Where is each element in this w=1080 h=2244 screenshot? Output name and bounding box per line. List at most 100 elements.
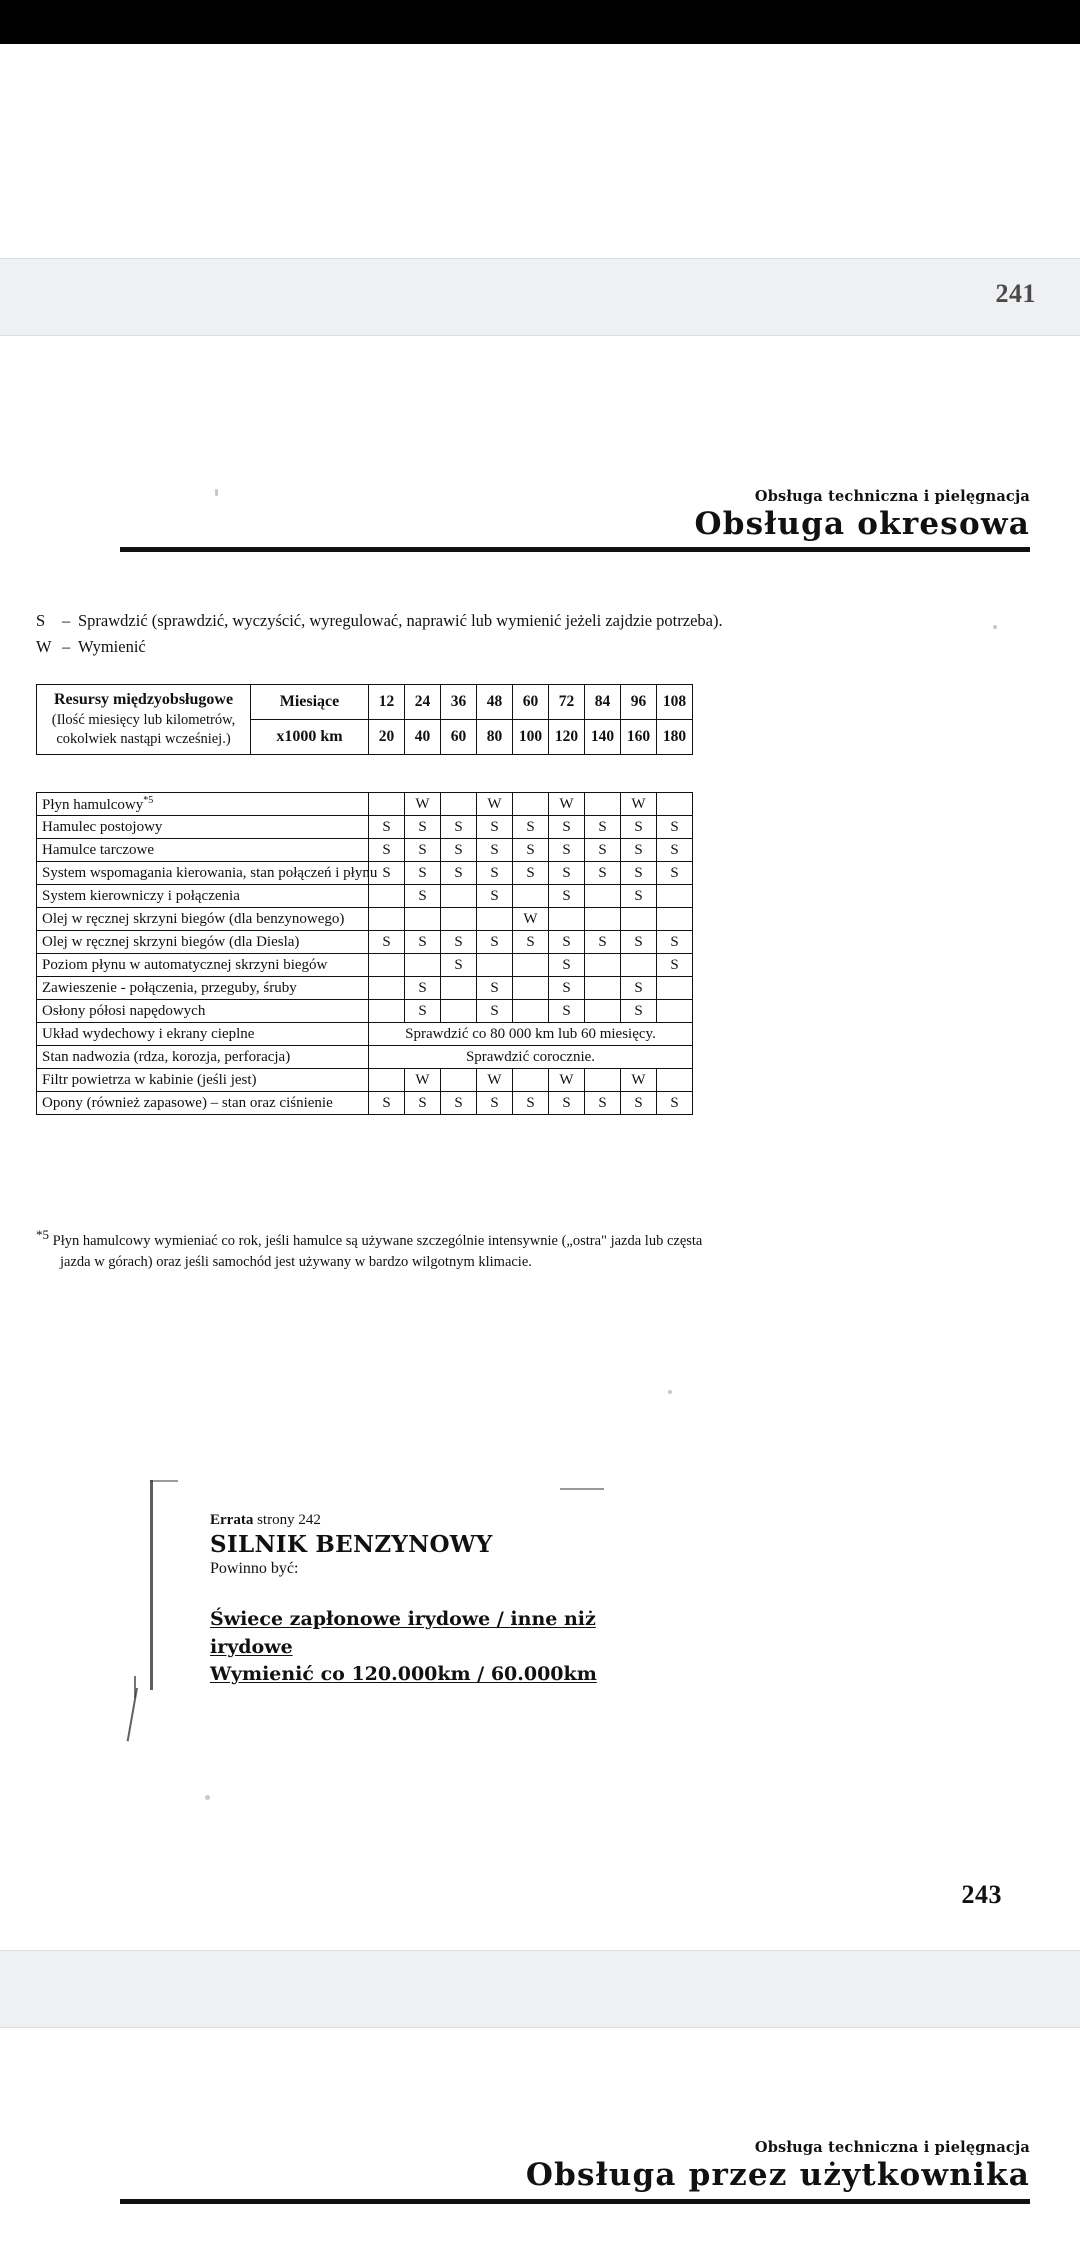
service-interval-header-table: Resursy międzyobsługowe (Ilość miesięcy l…: [36, 684, 693, 755]
errata-intro: Powinno być:: [210, 1560, 299, 1577]
interval-km-value: 100: [512, 719, 549, 755]
schedule-mark-s: S: [620, 976, 657, 1000]
interval-months-value: 24: [404, 684, 441, 720]
table-row: System kierowniczy i połączenia S S S S: [36, 884, 693, 908]
schedule-mark-empty: [656, 907, 693, 931]
schedule-mark-s: S: [584, 838, 621, 862]
legend-item-w: W – Wymienić: [36, 634, 1036, 660]
interval-unit-months: Miesiące: [250, 684, 369, 720]
legend-dash-w: –: [62, 636, 71, 656]
scan-speck: [993, 625, 997, 629]
schedule-mark-empty: [584, 907, 621, 931]
running-head-bottom: Obsługa techniczna i pielęgnacja Obsługa…: [120, 2140, 1030, 2204]
schedule-mark-s: S: [404, 838, 441, 862]
schedule-task-label: Hamulce tarczowe: [36, 838, 369, 862]
service-schedule-table: Płyn hamulcowy*5 W W W W Hamulec postojowy S S S…: [36, 792, 693, 1115]
schedule-mark-s: S: [620, 884, 657, 908]
schedule-mark-empty: [368, 907, 405, 931]
schedule-mark-s: S: [512, 838, 549, 862]
schedule-task-label: Płyn hamulcowy*5: [36, 792, 369, 816]
schedule-mark-w: W: [404, 792, 441, 816]
schedule-mark-s: S: [368, 838, 405, 862]
schedule-mark-s: S: [404, 815, 441, 839]
schedule-mark-s: S: [656, 953, 693, 977]
legend-key-s: S: [36, 611, 46, 630]
schedule-mark-s: S: [476, 930, 513, 954]
table-row: Układ wydechowy i ekrany cieplne Sprawdzi…: [36, 1022, 693, 1046]
schedule-mark-s: S: [548, 1091, 585, 1115]
schedule-mark-s: S: [440, 1091, 477, 1115]
schedule-mark-s: S: [548, 953, 585, 977]
schedule-mark-w: W: [548, 792, 585, 816]
schedule-mark-empty: [476, 907, 513, 931]
errata-page-ref: strony 242: [257, 1512, 321, 1528]
table-row: Opony (również zapasowe) – stan oraz ciś…: [36, 1091, 693, 1115]
page-title: Obsługa okresowa: [694, 505, 1030, 542]
schedule-task-label: System kierowniczy i połączenia: [36, 884, 369, 908]
schedule-mark-w: W: [548, 1068, 585, 1092]
schedule-mark-s: S: [368, 1091, 405, 1115]
schedule-mark-empty: [368, 953, 405, 977]
schedule-mark-empty: [656, 999, 693, 1023]
schedule-mark-s: S: [476, 884, 513, 908]
schedule-mark-empty: [404, 953, 441, 977]
schedule-mark-s: S: [656, 930, 693, 954]
schedule-mark-s: S: [548, 999, 585, 1023]
interval-km-value: 60: [440, 719, 477, 755]
schedule-span-note: Sprawdzić co 80 000 km lub 60 miesięcy.: [368, 1022, 693, 1046]
page-gutter-bottom: [0, 1950, 1080, 2028]
interval-label-sub1: (Ilość miesięcy lub kilometrów,: [51, 712, 236, 729]
schedule-mark-empty: [512, 999, 549, 1023]
schedule-mark-w: W: [404, 1068, 441, 1092]
schedule-mark-s: S: [548, 930, 585, 954]
schedule-mark-w: W: [620, 1068, 657, 1092]
schedule-mark-empty: [512, 1068, 549, 1092]
schedule-mark-empty: [584, 976, 621, 1000]
scan-speck: [205, 1795, 210, 1800]
schedule-task-label: Opony (również zapasowe) – stan oraz ciś…: [36, 1091, 369, 1115]
legend-item-s: S – Sprawdzić (sprawdzić, wyczyścić, wyreg…: [36, 608, 1036, 634]
schedule-mark-empty: [584, 999, 621, 1023]
legend: S – Sprawdzić (sprawdzić, wyczyścić, wyreg…: [36, 608, 1036, 659]
schedule-mark-s: S: [620, 838, 657, 862]
schedule-mark-s: S: [656, 861, 693, 885]
interval-km-value: 80: [476, 719, 513, 755]
schedule-mark-empty: [512, 792, 549, 816]
schedule-mark-empty: [404, 907, 441, 931]
schedule-mark-s: S: [620, 815, 657, 839]
schedule-mark-s: S: [476, 815, 513, 839]
page-gutter-top: [0, 258, 1080, 336]
table-row: Filtr powietrza w kabinie (jeśli jest) W W…: [36, 1068, 693, 1092]
schedule-mark-s: S: [548, 976, 585, 1000]
schedule-mark-empty: [656, 792, 693, 816]
schedule-mark-empty: [368, 999, 405, 1023]
footnote-reference: *5: [143, 794, 154, 806]
errata-correction-line-2: irydowe: [210, 1635, 293, 1658]
schedule-task-label: Poziom płynu w automatycznej skrzyni bie…: [36, 953, 369, 977]
schedule-mark-s: S: [476, 1091, 513, 1115]
interval-km-value: 160: [620, 719, 657, 755]
footnote-line-2: jazda w górach) oraz jeśli samochód jest…: [60, 1253, 532, 1270]
schedule-mark-s: S: [548, 884, 585, 908]
table-row: Zawieszenie - połączenia, przeguby, śrub…: [36, 976, 693, 1000]
interval-months-value: 48: [476, 684, 513, 720]
schedule-mark-empty: [620, 907, 657, 931]
schedule-mark-s: S: [404, 1091, 441, 1115]
table-row: Stan nadwozia (rdza, korozja, perforacja…: [36, 1045, 693, 1069]
running-head-bottom-kicker: Obsługa techniczna i pielęgnacja: [754, 2139, 1030, 2156]
schedule-task-label: Olej w ręcznej skrzyni biegów (dla benzy…: [36, 907, 369, 931]
scan-speck: [668, 1390, 672, 1394]
errata-label: Errata: [210, 1512, 254, 1528]
schedule-mark-s: S: [512, 1091, 549, 1115]
schedule-mark-s: S: [404, 976, 441, 1000]
interval-label-cell: Resursy międzyobsługowe (Ilość miesięcy l…: [36, 684, 251, 755]
table-row: Osłony półosi napędowych S S S S: [36, 999, 693, 1023]
errata-correction: Świece zapłonowe irydowe / inne niż iryd…: [210, 1606, 620, 1689]
schedule-mark-empty: [584, 953, 621, 977]
schedule-mark-s: S: [584, 815, 621, 839]
errata-top-dash: [560, 1488, 604, 1490]
schedule-mark-empty: [368, 976, 405, 1000]
interval-months-value: 108: [656, 684, 693, 720]
schedule-mark-s: S: [476, 838, 513, 862]
